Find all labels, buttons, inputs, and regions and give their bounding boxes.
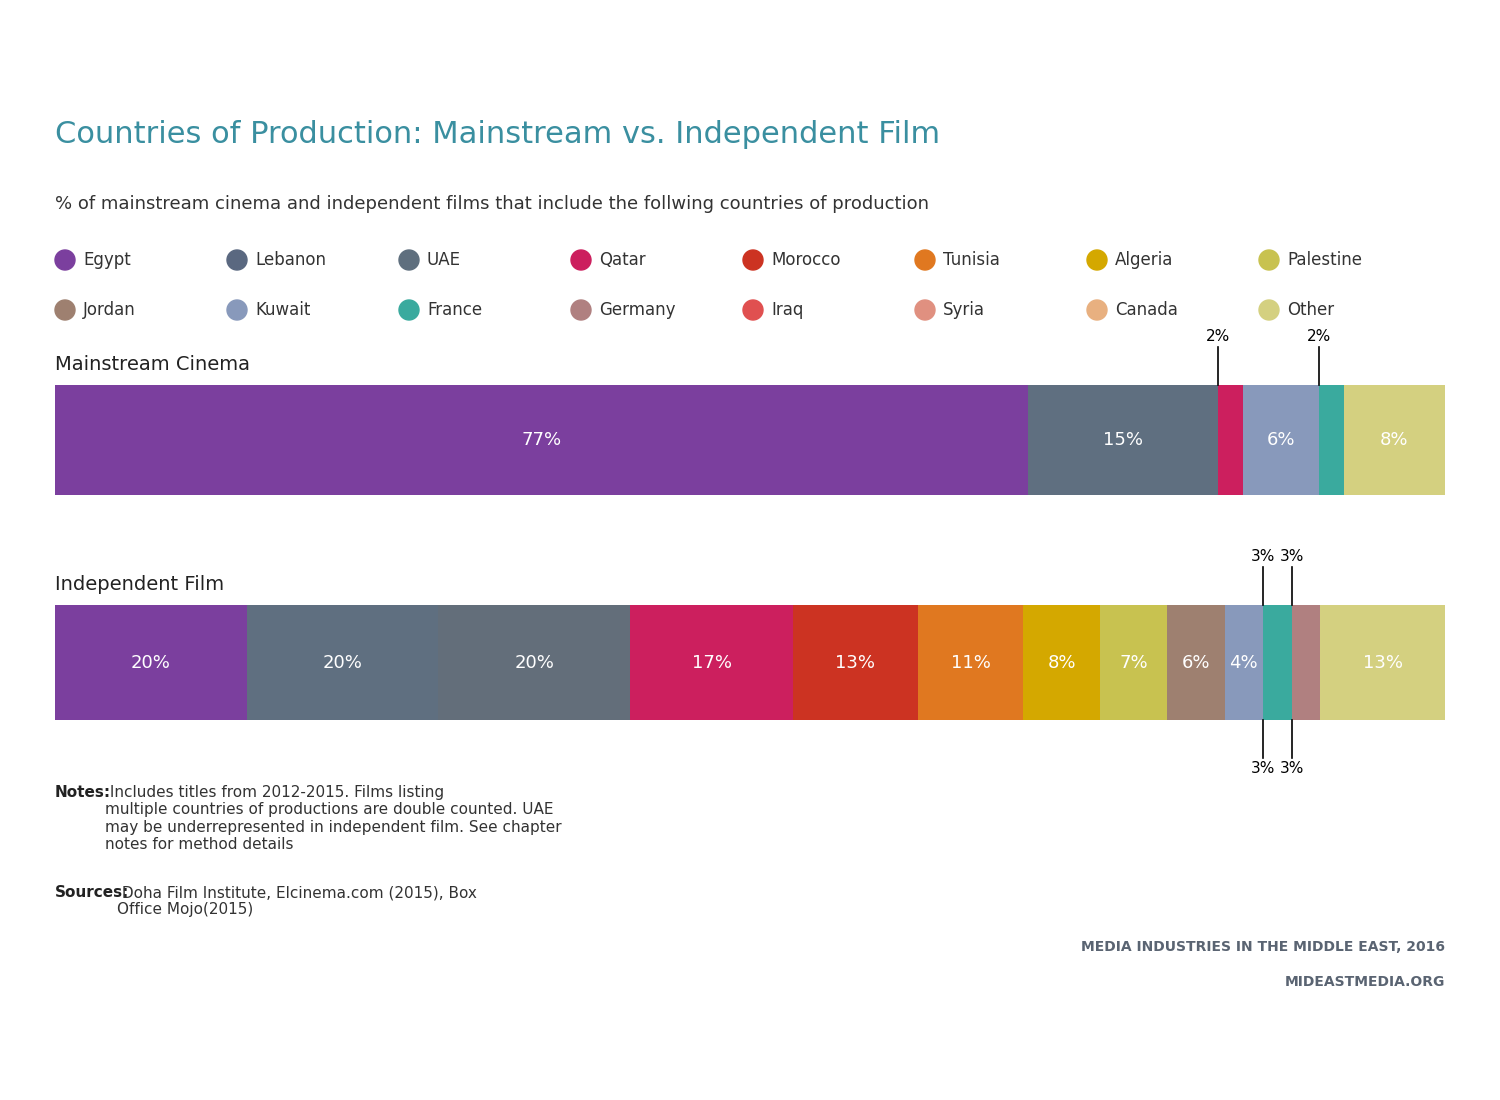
Text: Iraq: Iraq	[771, 301, 804, 319]
Text: UAE: UAE	[427, 251, 460, 270]
Text: 3%: 3%	[1280, 549, 1304, 564]
Bar	[1344, 385, 1444, 495]
Bar	[630, 605, 794, 720]
Bar	[56, 385, 1028, 495]
Text: Qatar: Qatar	[598, 251, 645, 270]
Text: Algeria: Algeria	[1114, 251, 1173, 270]
Text: Other: Other	[1287, 301, 1334, 319]
Text: 20%: 20%	[514, 653, 554, 671]
Circle shape	[915, 300, 934, 320]
Text: 2%: 2%	[1306, 329, 1330, 344]
Circle shape	[572, 250, 591, 270]
Text: 8%: 8%	[1380, 431, 1408, 449]
Text: Sources:: Sources:	[56, 886, 129, 900]
Text: Includes titles from 2012-2015. Films listing
multiple countries of productions : Includes titles from 2012-2015. Films li…	[105, 785, 561, 852]
Text: 13%: 13%	[1362, 653, 1402, 671]
Text: Notes:: Notes:	[56, 785, 111, 800]
Circle shape	[915, 250, 934, 270]
Text: Egypt: Egypt	[82, 251, 130, 270]
Text: Palestine: Palestine	[1287, 251, 1362, 270]
Bar	[918, 605, 1023, 720]
Text: 4%: 4%	[1230, 653, 1258, 671]
Circle shape	[742, 300, 764, 320]
Circle shape	[226, 250, 248, 270]
Text: % of mainstream cinema and independent films that include the follwing countries: % of mainstream cinema and independent f…	[56, 195, 928, 213]
Text: France: France	[427, 301, 482, 319]
Circle shape	[1088, 250, 1107, 270]
Text: 77%: 77%	[522, 431, 561, 449]
Text: Mainstream Cinema: Mainstream Cinema	[56, 355, 250, 374]
Circle shape	[742, 250, 764, 270]
Text: 8%: 8%	[1047, 653, 1076, 671]
Text: 3%: 3%	[1251, 549, 1275, 564]
Text: 11%: 11%	[951, 653, 990, 671]
Text: Canada: Canada	[1114, 301, 1178, 319]
Text: 17%: 17%	[692, 653, 732, 671]
Bar	[246, 605, 438, 720]
Circle shape	[399, 250, 418, 270]
Text: 13%: 13%	[836, 653, 876, 671]
Text: 20%: 20%	[130, 653, 171, 671]
Text: 6%: 6%	[1182, 653, 1210, 671]
Text: Doha Film Institute, Elcinema.com (2015), Box
Office Mojo(2015): Doha Film Institute, Elcinema.com (2015)…	[117, 886, 477, 917]
Text: 7%: 7%	[1119, 653, 1148, 671]
Text: 3%: 3%	[1251, 761, 1275, 776]
Text: Kuwait: Kuwait	[255, 301, 310, 319]
Text: Morocco: Morocco	[771, 251, 840, 270]
Text: 3%: 3%	[1280, 761, 1304, 776]
Circle shape	[572, 300, 591, 320]
Circle shape	[1258, 300, 1280, 320]
Bar	[794, 605, 918, 720]
Circle shape	[56, 250, 75, 270]
Text: 15%: 15%	[1102, 431, 1143, 449]
Text: 6%: 6%	[1266, 431, 1294, 449]
Circle shape	[399, 300, 418, 320]
Text: 20%: 20%	[322, 653, 363, 671]
Text: Independent Film: Independent Film	[56, 575, 223, 594]
Text: Germany: Germany	[598, 301, 675, 319]
Text: Jordan: Jordan	[82, 301, 135, 319]
Bar	[1023, 605, 1100, 720]
Bar	[1263, 605, 1292, 720]
Circle shape	[1258, 250, 1280, 270]
Text: Countries of Production: Mainstream vs. Independent Film: Countries of Production: Mainstream vs. …	[56, 120, 940, 148]
Bar	[1292, 605, 1320, 720]
Text: MEDIA INDUSTRIES IN THE MIDDLE EAST, 2016: MEDIA INDUSTRIES IN THE MIDDLE EAST, 201…	[1082, 940, 1444, 954]
Bar	[1100, 605, 1167, 720]
Bar	[1218, 385, 1243, 495]
Text: Lebanon: Lebanon	[255, 251, 326, 270]
Circle shape	[56, 300, 75, 320]
Bar	[1167, 605, 1224, 720]
Text: MIDEASTMEDIA.ORG: MIDEASTMEDIA.ORG	[1284, 975, 1444, 989]
Bar	[1320, 605, 1444, 720]
Bar	[1224, 605, 1263, 720]
Text: INDEPENDENT FILM IN THE ARAB WORLD: INDEPENDENT FILM IN THE ARAB WORLD	[27, 23, 442, 42]
Bar	[1318, 385, 1344, 495]
Text: 2%: 2%	[1206, 329, 1230, 344]
Bar	[438, 605, 630, 720]
Bar	[1028, 385, 1218, 495]
Bar	[56, 605, 246, 720]
Text: Syria: Syria	[944, 301, 986, 319]
Circle shape	[226, 300, 248, 320]
Bar	[1244, 385, 1318, 495]
Circle shape	[1088, 300, 1107, 320]
Text: Tunisia: Tunisia	[944, 251, 1000, 270]
